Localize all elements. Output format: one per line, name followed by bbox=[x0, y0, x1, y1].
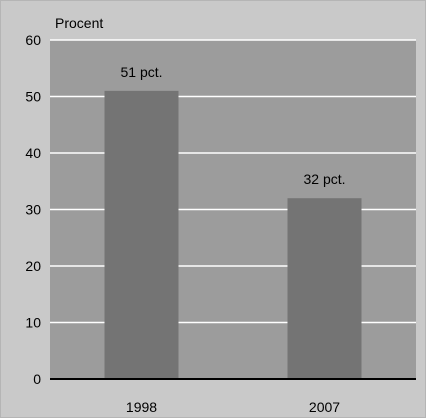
y-axis-title: Procent bbox=[55, 15, 103, 31]
y-tick-label: 10 bbox=[25, 315, 41, 331]
data-labels: 51 pct. 32 pct. bbox=[120, 64, 345, 187]
x-tick-label: 2007 bbox=[309, 399, 340, 415]
y-tick-label: 50 bbox=[25, 89, 41, 105]
bar-2007 bbox=[287, 198, 362, 379]
y-tick-labels: 0 10 20 30 40 50 60 bbox=[25, 32, 41, 387]
y-tick-label: 30 bbox=[25, 202, 41, 218]
data-label-2007: 32 pct. bbox=[303, 171, 345, 187]
bars bbox=[104, 90, 362, 379]
bar-1998 bbox=[104, 90, 179, 379]
y-tick-label: 40 bbox=[25, 145, 41, 161]
y-tick-label: 60 bbox=[25, 32, 41, 48]
y-tick-label: 0 bbox=[33, 371, 41, 387]
y-tick-label: 20 bbox=[25, 258, 41, 274]
x-tick-labels: 1998 2007 bbox=[126, 399, 340, 415]
x-tick-label: 1998 bbox=[126, 399, 157, 415]
data-label-1998: 51 pct. bbox=[120, 64, 162, 80]
